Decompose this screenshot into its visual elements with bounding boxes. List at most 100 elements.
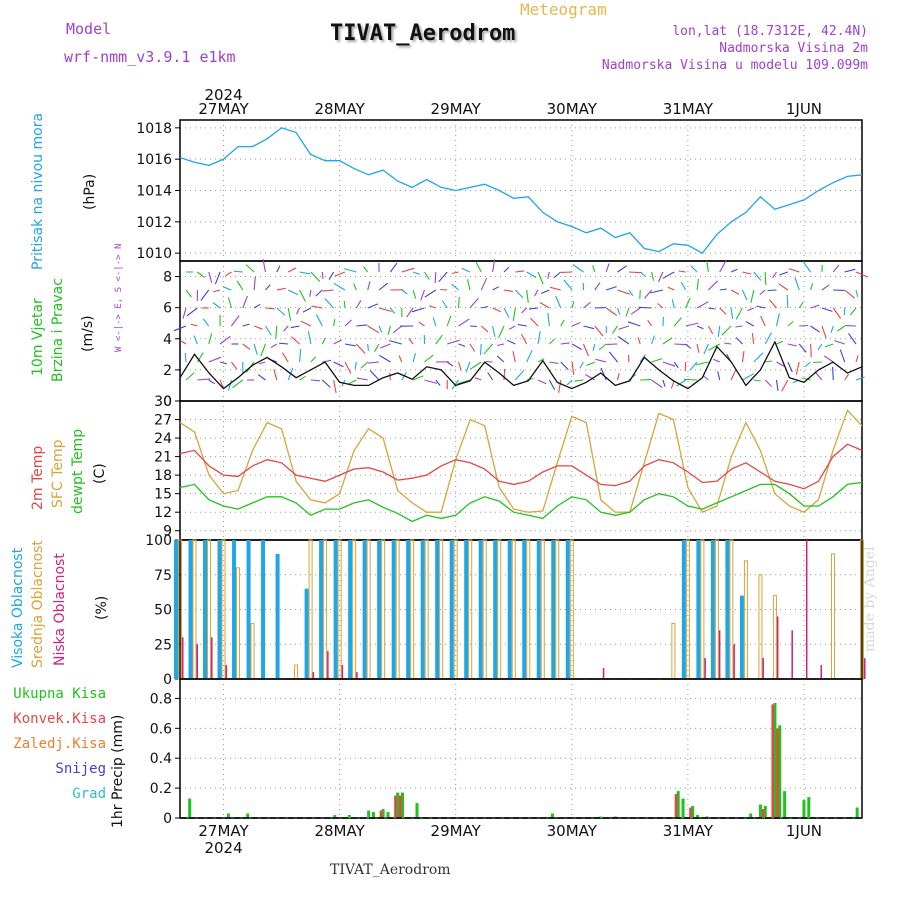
- precip-total-bar: [802, 800, 806, 818]
- wind-arrow: [378, 325, 383, 333]
- wind-arrow: [617, 307, 621, 315]
- cloud-mid-bar: [540, 539, 545, 680]
- wind-arrow: [398, 355, 403, 363]
- wind-arrow: [595, 358, 607, 363]
- wind-arrow: [585, 374, 596, 381]
- wind-arrow: [344, 361, 352, 374]
- wind-arrow: [324, 298, 335, 309]
- wind-arrow: [368, 361, 380, 364]
- wind-arrow: [310, 271, 321, 282]
- wind-arrow: [707, 325, 714, 335]
- precip-legend-total: Ukupna Kisa: [13, 686, 106, 702]
- panel-frame: [179, 260, 863, 402]
- wind-arrow: [639, 271, 646, 277]
- wind-arrow: [521, 334, 528, 345]
- wind-arrow: [190, 323, 198, 327]
- wind-arrow: [721, 325, 732, 336]
- wind-arrow: [299, 271, 311, 275]
- wind-arrow: [798, 343, 807, 353]
- wind-arrow: [412, 289, 417, 299]
- cloud-low-bar: [327, 651, 329, 679]
- wind-arrow: [801, 377, 811, 381]
- y-tick-label: 50: [154, 603, 172, 619]
- cloud-mid-bar: [714, 539, 719, 680]
- wind-arrow: [389, 340, 402, 345]
- cloud-high-bar: [551, 540, 556, 679]
- wind-arrow: [582, 343, 590, 357]
- wind-arrow: [638, 306, 652, 309]
- wind-arrow: [514, 369, 525, 381]
- bottom-date-label: 30MAY: [547, 822, 598, 840]
- y-tick-label: 0.6: [150, 721, 172, 737]
- wind-arrow: [458, 361, 462, 371]
- wind-arrow: [537, 358, 545, 363]
- y-tick-label: 25: [154, 637, 172, 653]
- wind-arrow: [389, 307, 396, 314]
- cloud-low-bar: [704, 658, 706, 679]
- precip-total-bar: [758, 804, 762, 818]
- pressure-line: [179, 127, 863, 255]
- wind-arrow: [367, 343, 369, 352]
- wind-arrow: [821, 325, 827, 339]
- y-tick-label: 9: [163, 524, 172, 540]
- wind-arrow: [855, 271, 869, 278]
- bottom-date-label: 31MAY: [663, 822, 714, 840]
- wind-arrow: [781, 379, 789, 392]
- wind-arrow: [300, 320, 312, 327]
- top-date-label: 28MAY: [314, 100, 365, 118]
- wind-arrow: [799, 324, 809, 327]
- wind-arrow: [469, 325, 477, 328]
- wind-arrow: [373, 343, 380, 352]
- wind-arrow: [242, 295, 248, 309]
- wind-arrow: [750, 289, 755, 303]
- wind-arrows: [173, 259, 869, 393]
- y-tick-label: 6: [163, 301, 172, 317]
- y-tick-label: 18: [154, 468, 172, 484]
- wind-arrow: [447, 339, 460, 345]
- wind-arrow: [787, 343, 797, 347]
- wind-arrow: [855, 355, 859, 363]
- wind-arrow: [485, 360, 493, 363]
- wind-arrow: [534, 289, 539, 297]
- wind-arrow: [765, 360, 773, 363]
- wind-arrow: [690, 265, 698, 273]
- wind-arrow: [788, 268, 800, 273]
- wind-arrow: [804, 361, 811, 367]
- wind-arrow: [387, 325, 391, 335]
- wind-arrow: [492, 259, 496, 273]
- wind-arrow: [821, 307, 833, 312]
- wind-arrow: [695, 361, 709, 366]
- wind-arrow: [651, 379, 663, 388]
- wind-arrow: [600, 367, 607, 381]
- cloud-mid-bar: [772, 595, 777, 680]
- wind-arrow: [608, 351, 618, 363]
- wind-arrow: [378, 307, 392, 312]
- wind-arrow: [299, 289, 306, 302]
- precip-conv-bar: [674, 794, 678, 818]
- wind-arrow: [742, 271, 752, 275]
- cloud-mid-bar: [729, 539, 734, 680]
- wind-arrow: [617, 336, 630, 345]
- wind-arrow: [281, 352, 289, 363]
- wind-arrow: [719, 288, 727, 291]
- wind-arrow: [307, 331, 312, 345]
- wind-arrow: [333, 319, 336, 327]
- precip-conv-bar: [689, 807, 692, 818]
- wind-arrow: [526, 289, 529, 303]
- precip-conv-bar: [398, 795, 402, 818]
- cloud-mid-bar: [743, 560, 748, 680]
- y-tick-label: 1012: [136, 215, 172, 231]
- wind-arrow: [555, 295, 562, 309]
- panel-frame: [179, 678, 863, 819]
- wind-arrow: [574, 379, 584, 382]
- wind-arrow: [537, 331, 541, 345]
- wind-arrow: [344, 319, 352, 327]
- wind-arrow: [503, 368, 506, 381]
- wind-arrow: [719, 307, 727, 315]
- wind-arrow: [583, 301, 591, 309]
- wind-arrow: [526, 349, 533, 363]
- y-tick-label: 0.8: [150, 691, 172, 707]
- wind-arrow: [299, 375, 306, 381]
- wind-arrow: [560, 319, 565, 327]
- cloud-mid-bar: [294, 664, 299, 680]
